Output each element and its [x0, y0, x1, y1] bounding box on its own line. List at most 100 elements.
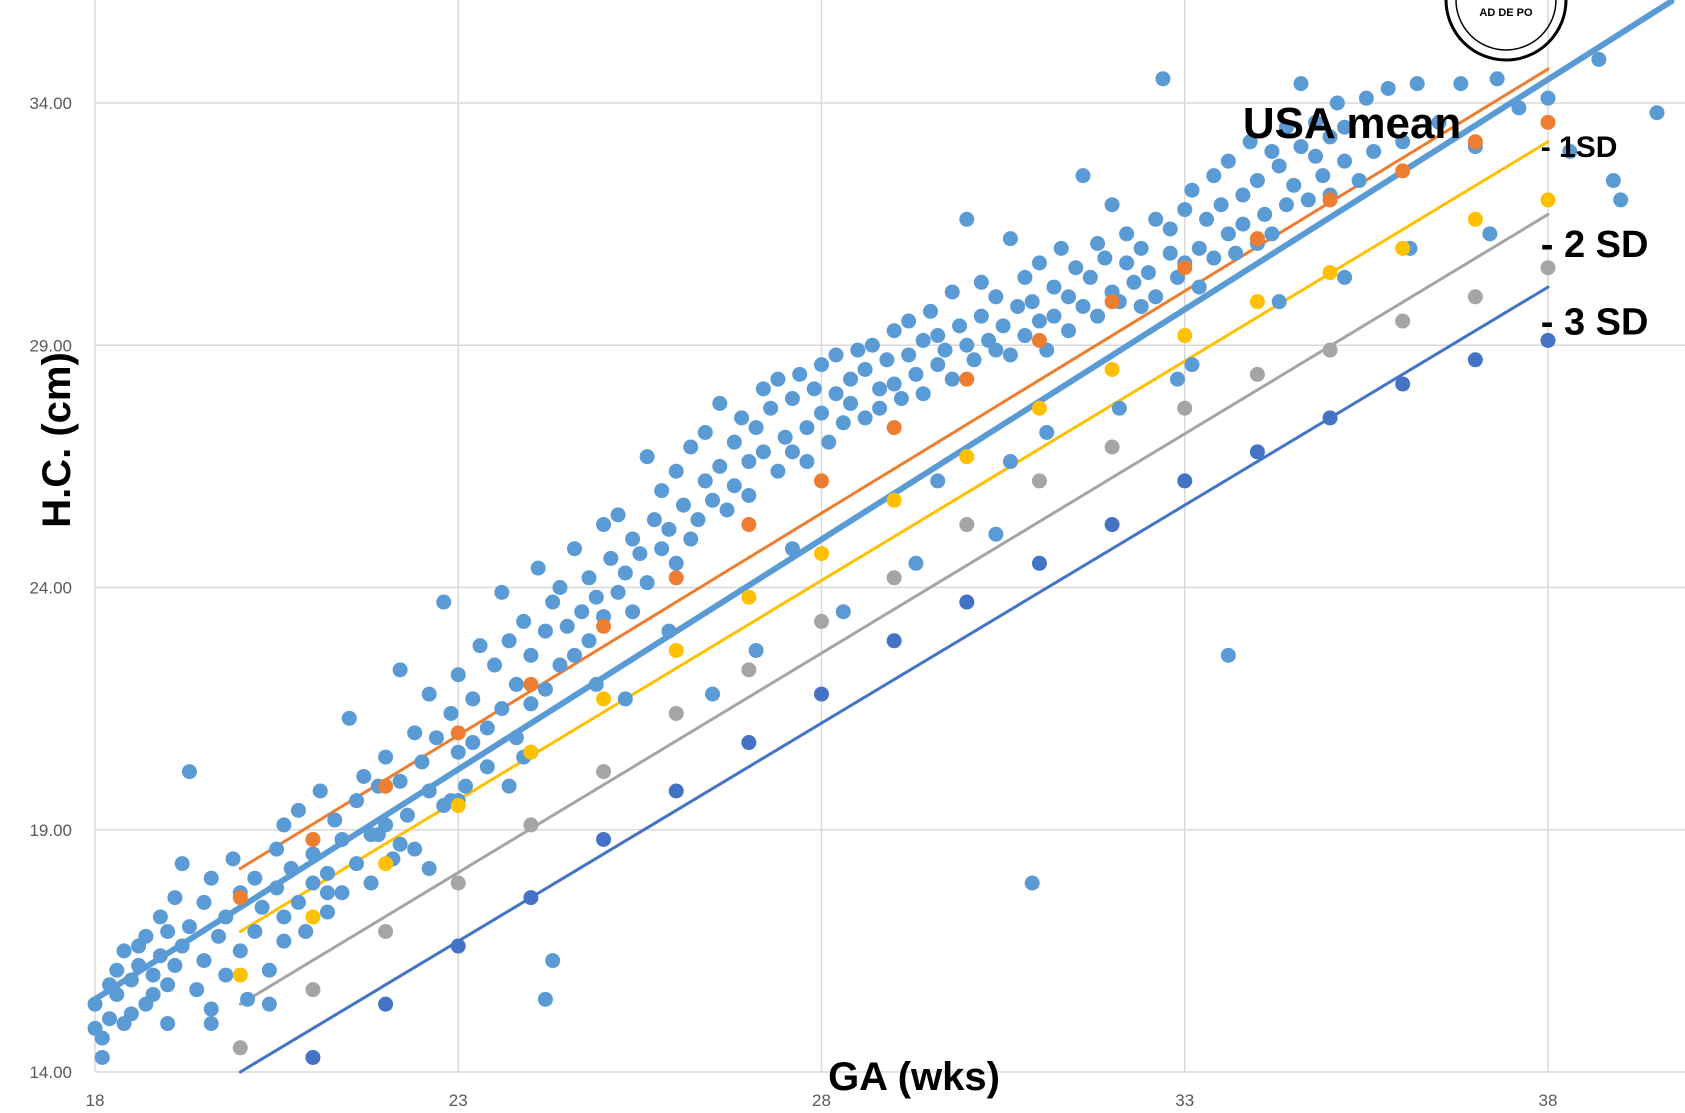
scatter-point — [247, 870, 263, 886]
series-point — [1467, 352, 1483, 368]
scatter-point — [312, 783, 328, 799]
scatter-point — [181, 919, 197, 935]
scatter-point — [1068, 260, 1084, 276]
scatter-point — [799, 454, 815, 470]
scatter-point — [675, 497, 691, 513]
scatter-point — [697, 473, 713, 489]
scatter-point — [1613, 192, 1629, 208]
scatter-point — [487, 657, 503, 673]
scatter-point — [261, 962, 277, 978]
scatter-point — [501, 633, 517, 649]
scatter-point — [392, 662, 408, 678]
scatter-point — [988, 289, 1004, 305]
scatter-point — [232, 943, 248, 959]
scatter-point — [748, 642, 764, 658]
scatter-point — [552, 657, 568, 673]
scatter-point — [1206, 168, 1222, 184]
scatter-point — [1104, 197, 1120, 213]
scatter-point — [828, 386, 844, 402]
scatter-point — [654, 541, 670, 557]
series-point — [450, 875, 466, 891]
scatter-point — [428, 730, 444, 746]
scatter-point — [886, 376, 902, 392]
annotation-label: - 3 SD — [1541, 301, 1649, 343]
scatter-point — [189, 982, 205, 998]
scatter-point — [1235, 216, 1251, 232]
scatter-point — [915, 386, 931, 402]
series-point — [596, 764, 612, 780]
scatter-point — [661, 521, 677, 537]
scatter-point — [1257, 206, 1273, 222]
series-point — [1031, 473, 1047, 489]
trendline — [92, 0, 1675, 1003]
scatter-point — [167, 957, 183, 973]
scatter-point — [1482, 226, 1498, 242]
y-tick-label: 29.00 — [29, 336, 72, 355]
series-point — [1177, 328, 1193, 344]
scatter-point — [1140, 265, 1156, 281]
scatter-point — [748, 420, 764, 436]
scatter-point — [1002, 231, 1018, 247]
trendline — [238, 140, 1550, 933]
scatter-point — [835, 415, 851, 431]
scatter-point — [261, 996, 277, 1012]
scatter-point — [857, 361, 873, 377]
scatter-point — [1220, 226, 1236, 242]
scatter-point — [399, 807, 415, 823]
scatter-point — [915, 332, 931, 348]
scatter-point — [1126, 274, 1142, 290]
scatter-point — [1024, 875, 1040, 891]
scatter-point — [937, 342, 953, 358]
scatter-point — [625, 531, 641, 547]
series-point — [814, 686, 829, 702]
x-tick-label: 33 — [1175, 1091, 1194, 1110]
scatter-point — [1300, 192, 1316, 208]
scatter-point — [1242, 134, 1258, 150]
scatter-point — [1002, 454, 1018, 470]
series-point — [378, 923, 394, 939]
scatter-point — [828, 347, 844, 363]
series-point — [523, 890, 539, 906]
scatter-point — [705, 492, 721, 508]
scatter-point — [1337, 153, 1353, 169]
scatter-point — [988, 342, 1004, 358]
scatter-point — [901, 347, 917, 363]
scatter-point — [959, 211, 975, 227]
scatter-point — [784, 444, 800, 460]
scatter-point — [123, 1006, 139, 1022]
scatter-point — [196, 894, 212, 910]
scatter-point — [458, 778, 474, 794]
series-point — [596, 691, 612, 707]
scatter-point — [1271, 158, 1287, 174]
scatter-point — [196, 953, 212, 969]
series-point — [668, 570, 684, 586]
scatter-point — [930, 328, 946, 344]
scatter-point — [1075, 298, 1091, 314]
scatter-point — [211, 928, 227, 944]
tick-labels: 18 23 28 33 38 14.00 19.00 24.00 29.00 34.00 — [29, 94, 1557, 1110]
scatter-point — [174, 938, 190, 954]
scatter-point — [269, 880, 285, 896]
scatter-point — [1264, 143, 1280, 159]
y-tick-label: 14.00 — [29, 1063, 72, 1082]
scatter-point — [697, 424, 713, 440]
scatter-point — [872, 381, 888, 397]
scatter-point — [639, 575, 655, 591]
scatter-point — [726, 478, 742, 494]
scatter-point — [1453, 76, 1469, 92]
scatter-point — [1322, 129, 1338, 145]
scatter-point — [203, 870, 219, 886]
scatter-point — [516, 613, 532, 629]
series-point — [959, 594, 975, 610]
scatter-point — [1308, 114, 1324, 130]
scatter-point — [1031, 255, 1047, 271]
scatter-point — [1111, 400, 1127, 416]
scatter-point — [1286, 177, 1302, 193]
scatter-point — [1220, 647, 1236, 663]
scatter-point — [443, 705, 459, 721]
series-point — [232, 890, 248, 906]
scatter-point — [1409, 76, 1425, 92]
series-point — [1249, 444, 1265, 460]
scatter-point — [1010, 298, 1026, 314]
scatter-point — [545, 594, 561, 610]
